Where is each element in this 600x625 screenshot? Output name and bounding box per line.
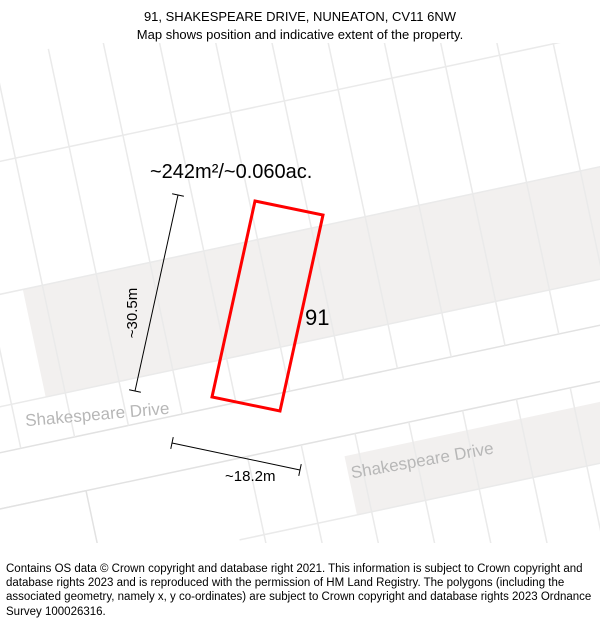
height-dimension-label: ~30.5m <box>124 288 141 338</box>
address-line: 91, SHAKESPEARE DRIVE, NUNEATON, CV11 6N… <box>0 8 600 26</box>
subtitle-line: Map shows position and indicative extent… <box>0 26 600 44</box>
map-area: ~242m²/~0.060ac. 91 ~18.2m ~30.5m Shakes… <box>0 43 600 543</box>
copyright-footer: Contains OS data © Crown copyright and d… <box>0 558 600 625</box>
header: 91, SHAKESPEARE DRIVE, NUNEATON, CV11 6N… <box>0 0 600 43</box>
map-svg <box>0 43 600 543</box>
plot-number-label: 91 <box>305 305 329 331</box>
width-dimension-label: ~18.2m <box>225 468 275 485</box>
area-measurement-label: ~242m²/~0.060ac. <box>150 161 312 184</box>
